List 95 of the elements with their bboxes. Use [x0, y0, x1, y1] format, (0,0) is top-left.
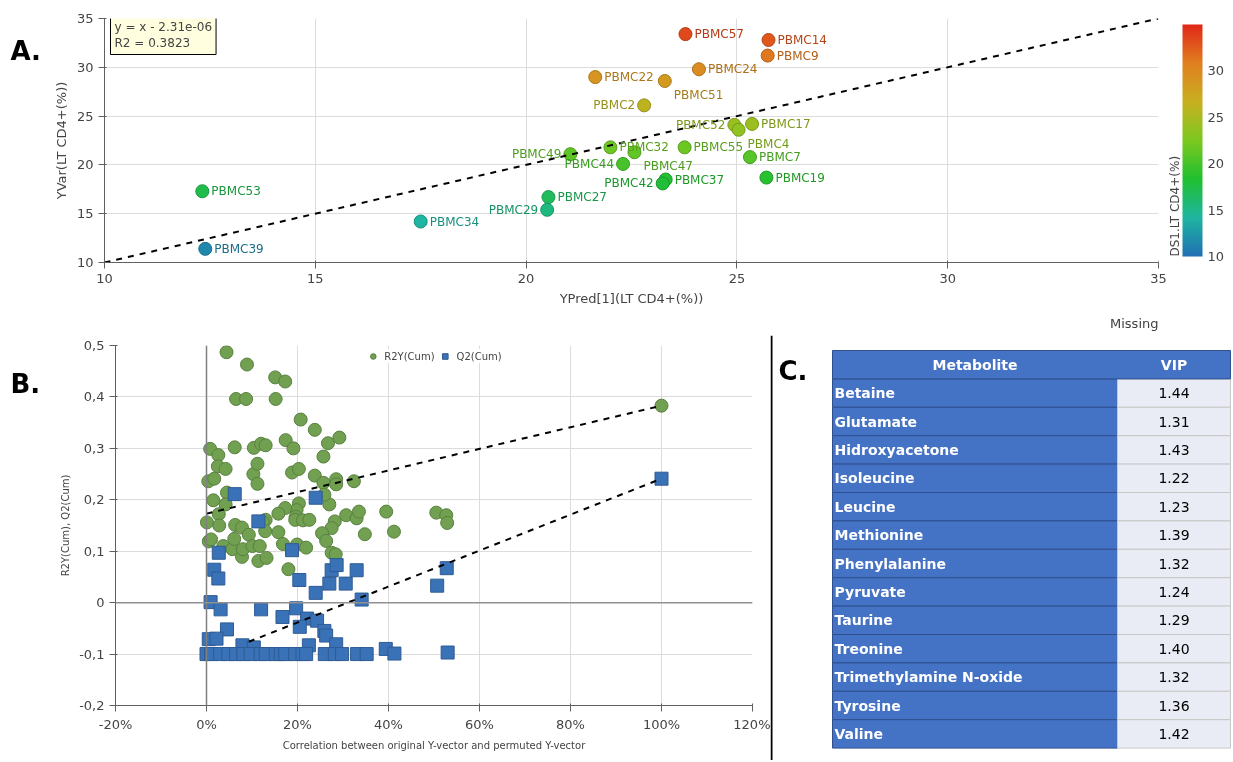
annotation: PBMC49 — [511, 147, 562, 162]
annotation: PBMC19 — [775, 170, 825, 185]
text: 1.39 — [1158, 527, 1190, 544]
y-axis-title: YVar(LT CD4+(%)) — [53, 81, 69, 201]
y-tick-label: 25 — [76, 108, 94, 124]
y-tick-label: 0,3 — [83, 440, 105, 456]
category-label: Methionine — [834, 527, 924, 544]
color-bar-label: 25 — [1207, 109, 1225, 125]
x-axis-title: YPred[1](LT CD4+(%)) — [558, 290, 704, 306]
category-label: Tyrosine — [834, 697, 901, 714]
text: 1.32 — [1158, 555, 1190, 572]
text: 1.24 — [1158, 583, 1190, 600]
legend-label: R2Y(Cum) — [384, 350, 435, 362]
text: 1.29 — [1158, 612, 1190, 629]
y-tick-label: 0,5 — [83, 338, 105, 353]
text: VIP — [1160, 356, 1188, 373]
annotation: PBMC51 — [673, 87, 724, 102]
y-tick-label: 0 — [96, 595, 105, 611]
text: 1.44 — [1158, 385, 1190, 402]
x-tick-label: 40% — [374, 716, 403, 732]
category-label: Trimethylamine N-oxide — [834, 669, 1023, 686]
category-label: Valine — [834, 725, 884, 742]
x-tick-label: 0% — [196, 716, 217, 732]
text: 1.42 — [1158, 725, 1190, 742]
y-tick-label: 15 — [76, 206, 94, 222]
y-tick-label: 0,1 — [83, 543, 105, 559]
text: A. — [10, 36, 41, 67]
annotation: PBMC44 — [564, 156, 615, 171]
x-axis-title: Correlation between original Y-vector and permuted Y-vector — [282, 739, 587, 751]
annotation: PBMC4 — [747, 136, 790, 151]
x-tick-label: 60% — [465, 716, 494, 732]
category-label: Glutamate — [834, 413, 918, 430]
text: Metabolite — [932, 356, 1018, 373]
annotation: PBMC29 — [488, 202, 539, 217]
text: 1.31 — [1158, 413, 1190, 430]
y-tick-label: -0,1 — [79, 646, 105, 662]
x-tick-label: 120% — [733, 716, 771, 732]
x-tick-label: 15 — [307, 270, 324, 286]
y-tick-label: 0,4 — [83, 389, 105, 405]
x-tick-label: 25 — [728, 270, 746, 286]
x-tick-label: -20% — [98, 716, 133, 732]
category-label: Leucine — [834, 498, 896, 515]
text: 1.23 — [1158, 498, 1190, 515]
x-tick-label: 100% — [642, 716, 681, 732]
color-bar-label: 15 — [1207, 202, 1225, 218]
text: C. — [778, 355, 808, 386]
y-tick-label: 10 — [76, 255, 94, 270]
annotation: PBMC2 — [593, 98, 636, 113]
annotation: PBMC57 — [694, 27, 744, 42]
category-label: Betaine — [834, 385, 896, 402]
annotation: y = x - 2.31e-06 — [114, 19, 213, 34]
text: 1.36 — [1158, 697, 1190, 714]
color-bar-label: 20 — [1207, 156, 1225, 172]
annotation: PBMC17 — [761, 116, 811, 131]
y-tick-label: 0,2 — [83, 492, 105, 508]
x-tick-label: 80% — [556, 716, 585, 732]
text: 1.22 — [1158, 470, 1190, 487]
annotation: PBMC53 — [211, 184, 261, 199]
annotation: PBMC47 — [643, 159, 693, 174]
annotation: PBMC55 — [693, 140, 744, 155]
annotation: R2 = 0.3823 — [114, 36, 191, 51]
category-label: Treonine — [834, 640, 903, 657]
text: Missing — [1110, 315, 1159, 331]
annotation: PBMC42 — [604, 176, 654, 191]
category-label: Hidroxyacetone — [834, 441, 959, 458]
y-tick-label: 30 — [76, 59, 94, 75]
x-tick-label: 20 — [517, 270, 535, 286]
y-axis-title: R2Y(Cum), Q2(Cum) — [60, 474, 72, 577]
text: B. — [10, 368, 41, 399]
color-bar-label: 10 — [1207, 249, 1225, 264]
x-tick-label: 20% — [283, 716, 312, 732]
x-tick-label: 35 — [1150, 270, 1167, 286]
y-tick-label: 20 — [76, 157, 94, 173]
annotation: PBMC7 — [758, 150, 801, 165]
annotation: PBMC34 — [429, 214, 480, 229]
annotation: PBMC14 — [777, 32, 827, 47]
x-tick-label: 30 — [939, 270, 956, 286]
color-bar-title: DS1.LT CD4+(%) — [1167, 155, 1182, 257]
text: 1.40 — [1158, 640, 1190, 657]
category-label: Pyruvate — [834, 583, 906, 600]
y-tick-label: -0,2 — [79, 698, 105, 713]
annotation: PBMC37 — [674, 172, 725, 187]
annotation: PBMC39 — [214, 241, 264, 256]
category-label: Isoleucine — [834, 470, 915, 487]
annotation: PBMC24 — [707, 62, 758, 77]
legend-label: Q2(Cum) — [456, 350, 502, 362]
annotation: PBMC22 — [604, 70, 654, 85]
category-label: Phenylalanine — [834, 555, 947, 572]
text: 1.32 — [1158, 669, 1190, 686]
category-label: Taurine — [834, 612, 893, 629]
y-tick-label: 35 — [76, 11, 94, 26]
annotation: PBMC27 — [557, 190, 607, 205]
color-bar-label: 30 — [1207, 63, 1225, 79]
text: 1.43 — [1158, 441, 1190, 458]
annotation: PBMC9 — [776, 48, 819, 63]
